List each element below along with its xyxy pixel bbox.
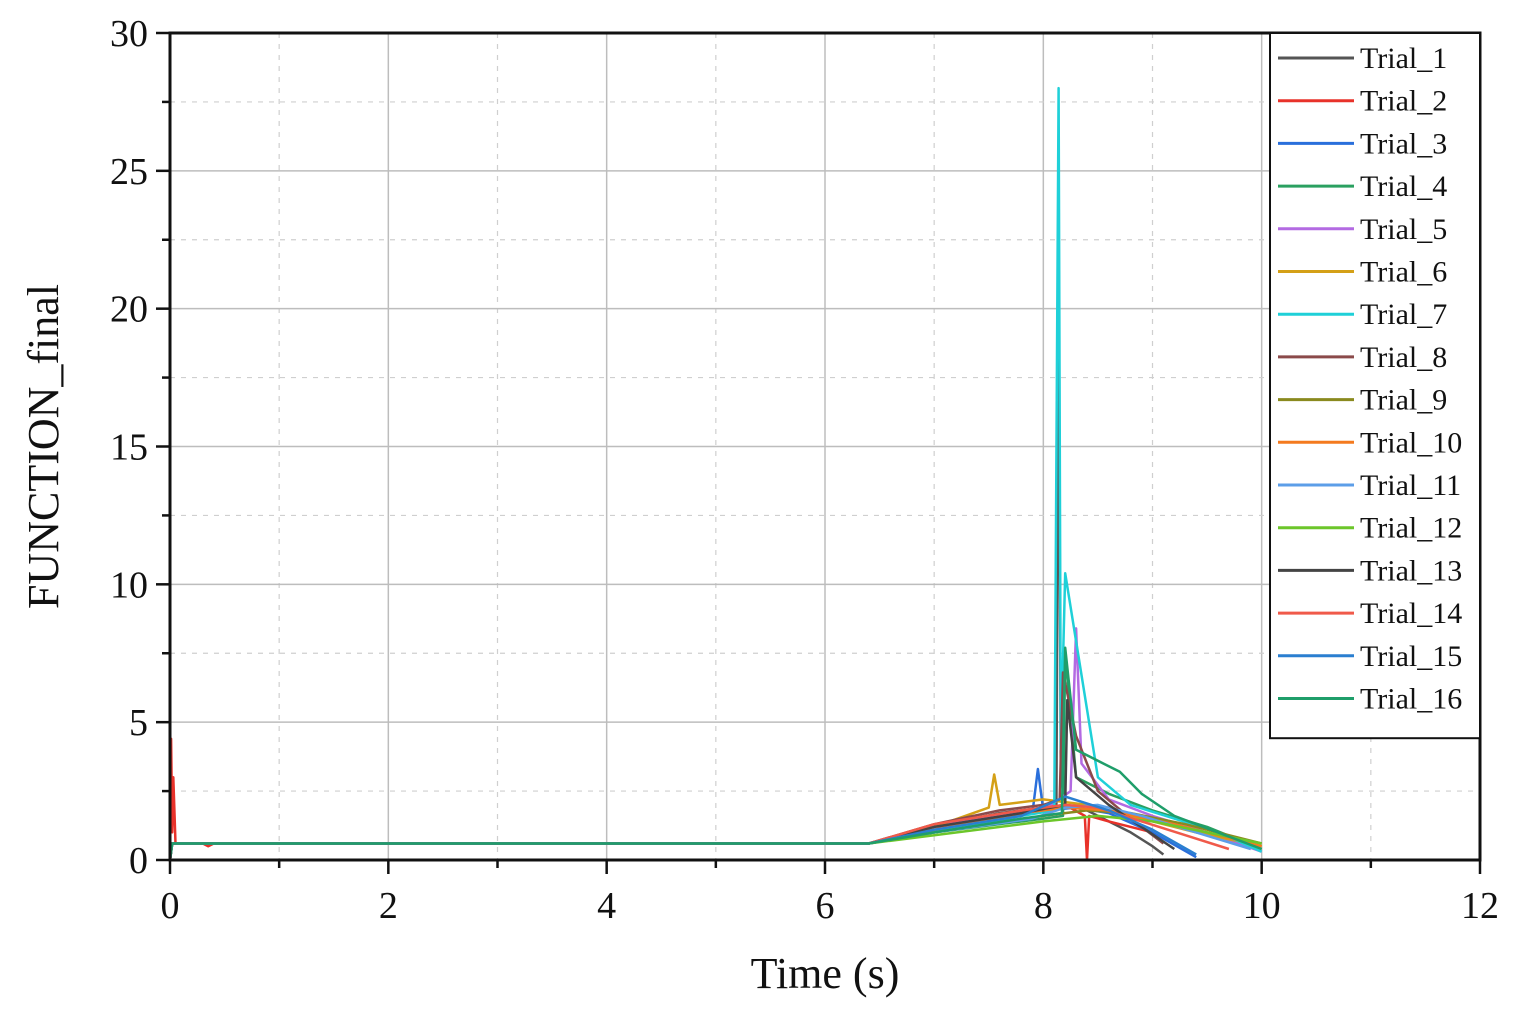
y-tick-label: 20	[110, 289, 148, 331]
x-tick-label: 10	[1243, 885, 1281, 927]
legend-label: Trial_8	[1360, 341, 1447, 374]
x-tick-label: 2	[379, 885, 398, 927]
legend-label: Trial_11	[1360, 469, 1461, 502]
legend-label: Trial_16	[1360, 683, 1462, 716]
legend-label: Trial_7	[1360, 298, 1447, 331]
y-tick-label: 5	[129, 702, 148, 744]
legend-label: Trial_1	[1360, 42, 1447, 75]
x-tick-label: 8	[1034, 885, 1053, 927]
x-axis-title: Time (s)	[751, 949, 900, 998]
legend-label: Trial_3	[1360, 127, 1447, 160]
legend-label: Trial_9	[1360, 384, 1447, 417]
y-tick-label: 10	[110, 564, 148, 606]
series-line-trial-16	[168, 646, 1263, 861]
legend: Trial_1 Trial_2 Trial_3 Trial_4 Trial_5 Trial…	[1269, 32, 1481, 740]
axis-ticks: 0 2 4 6 8 10 12 0 5 10 15 20 25 30	[110, 13, 1499, 927]
legend-label: Trial_12	[1360, 512, 1462, 545]
y-tick-label: 30	[110, 13, 148, 55]
series-lines	[168, 86, 1263, 862]
x-tick-label: 0	[161, 885, 180, 927]
legend-label: Trial_10	[1360, 426, 1462, 459]
x-tick-label: 4	[597, 885, 616, 927]
legend-box	[1269, 32, 1481, 740]
y-tick-label: 25	[110, 151, 148, 193]
legend-label: Trial_13	[1360, 554, 1462, 587]
y-tick-label: 15	[110, 427, 148, 469]
legend-label: Trial_14	[1360, 597, 1462, 630]
legend-label: Trial_2	[1360, 85, 1447, 118]
legend-label: Trial_5	[1360, 213, 1447, 246]
x-tick-label: 6	[816, 885, 835, 927]
y-axis-title: FUNCTION_final	[19, 284, 68, 609]
legend-label: Trial_15	[1360, 640, 1462, 673]
y-tick-label: 0	[129, 840, 148, 882]
legend-label: Trial_6	[1360, 256, 1447, 289]
legend-label: Trial_4	[1360, 170, 1447, 203]
x-tick-label: 12	[1461, 885, 1499, 927]
